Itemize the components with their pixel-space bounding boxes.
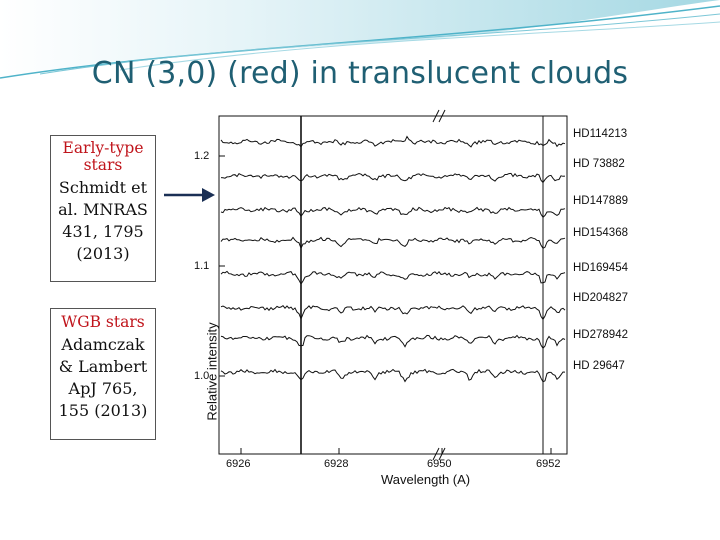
spectrum-trace (220, 236, 566, 250)
spectrum-trace (220, 368, 566, 383)
spectrum-trace (220, 135, 566, 148)
box2-ref-line2: & Lambert (58, 357, 148, 376)
x-tick-6926: 6926 (226, 458, 251, 470)
spectra-figure: Relative intensity 1.2 1.1 1.0 6926 6928… (165, 94, 683, 492)
spectrum-trace (220, 172, 566, 184)
wgb-stars-box: WGB stars Adamczak & Lambert ApJ 765, 15… (50, 308, 156, 440)
box1-ref-line4: (2013) (76, 244, 130, 263)
star-label: HD169454 (573, 262, 628, 274)
star-label: HD278942 (573, 329, 628, 341)
box1-ref-line3: 431, 1795 (62, 222, 144, 241)
pointer-arrow-icon (164, 188, 215, 202)
x-tick-6950: 6950 (427, 458, 452, 470)
box2-ref-line1: Adamczak (61, 335, 145, 354)
box2-ref-line4: 155 (2013) (58, 401, 148, 420)
axis-break-mark (438, 109, 446, 123)
star-label: HD147889 (573, 195, 628, 207)
star-label: HD 73882 (573, 158, 625, 170)
spectrum-trace (220, 334, 566, 350)
star-label: HD204827 (573, 292, 628, 304)
box1-heading-line2: stars (83, 156, 123, 174)
spectra-plot (218, 109, 568, 461)
header-swoosh-decoration (0, 0, 720, 79)
plot-frame (218, 115, 568, 455)
spectrum-trace (220, 270, 566, 285)
slide-title: CN (3,0) (red) in translucent clouds (91, 56, 629, 91)
box2-ref-line3: ApJ 765, (68, 379, 138, 398)
box2-heading: WGB stars (61, 313, 145, 331)
y-tick-1-0: 1.0 (194, 370, 210, 382)
axis-break-mark (432, 109, 440, 123)
star-label: HD154368 (573, 227, 628, 239)
early-type-stars-box: Early-type stars Schmidt et al. MNRAS 43… (50, 135, 156, 282)
x-tick-6928: 6928 (324, 458, 349, 470)
y-tick-1-1: 1.1 (194, 260, 210, 272)
x-axis-label: Wavelength (A) (381, 472, 471, 487)
box1-ref-line2: al. MNRAS (58, 200, 148, 219)
y-tick-1-2: 1.2 (194, 150, 210, 162)
box1-ref-line1: Schmidt et (58, 178, 148, 197)
star-label: HD 29647 (573, 360, 625, 372)
spectrum-trace (220, 206, 566, 219)
star-label: HD114213 (573, 128, 628, 140)
box1-heading-line1: Early-type (62, 139, 144, 157)
spectrum-trace (220, 305, 566, 321)
x-tick-6952: 6952 (536, 458, 561, 470)
axis-break-mark (432, 447, 440, 461)
